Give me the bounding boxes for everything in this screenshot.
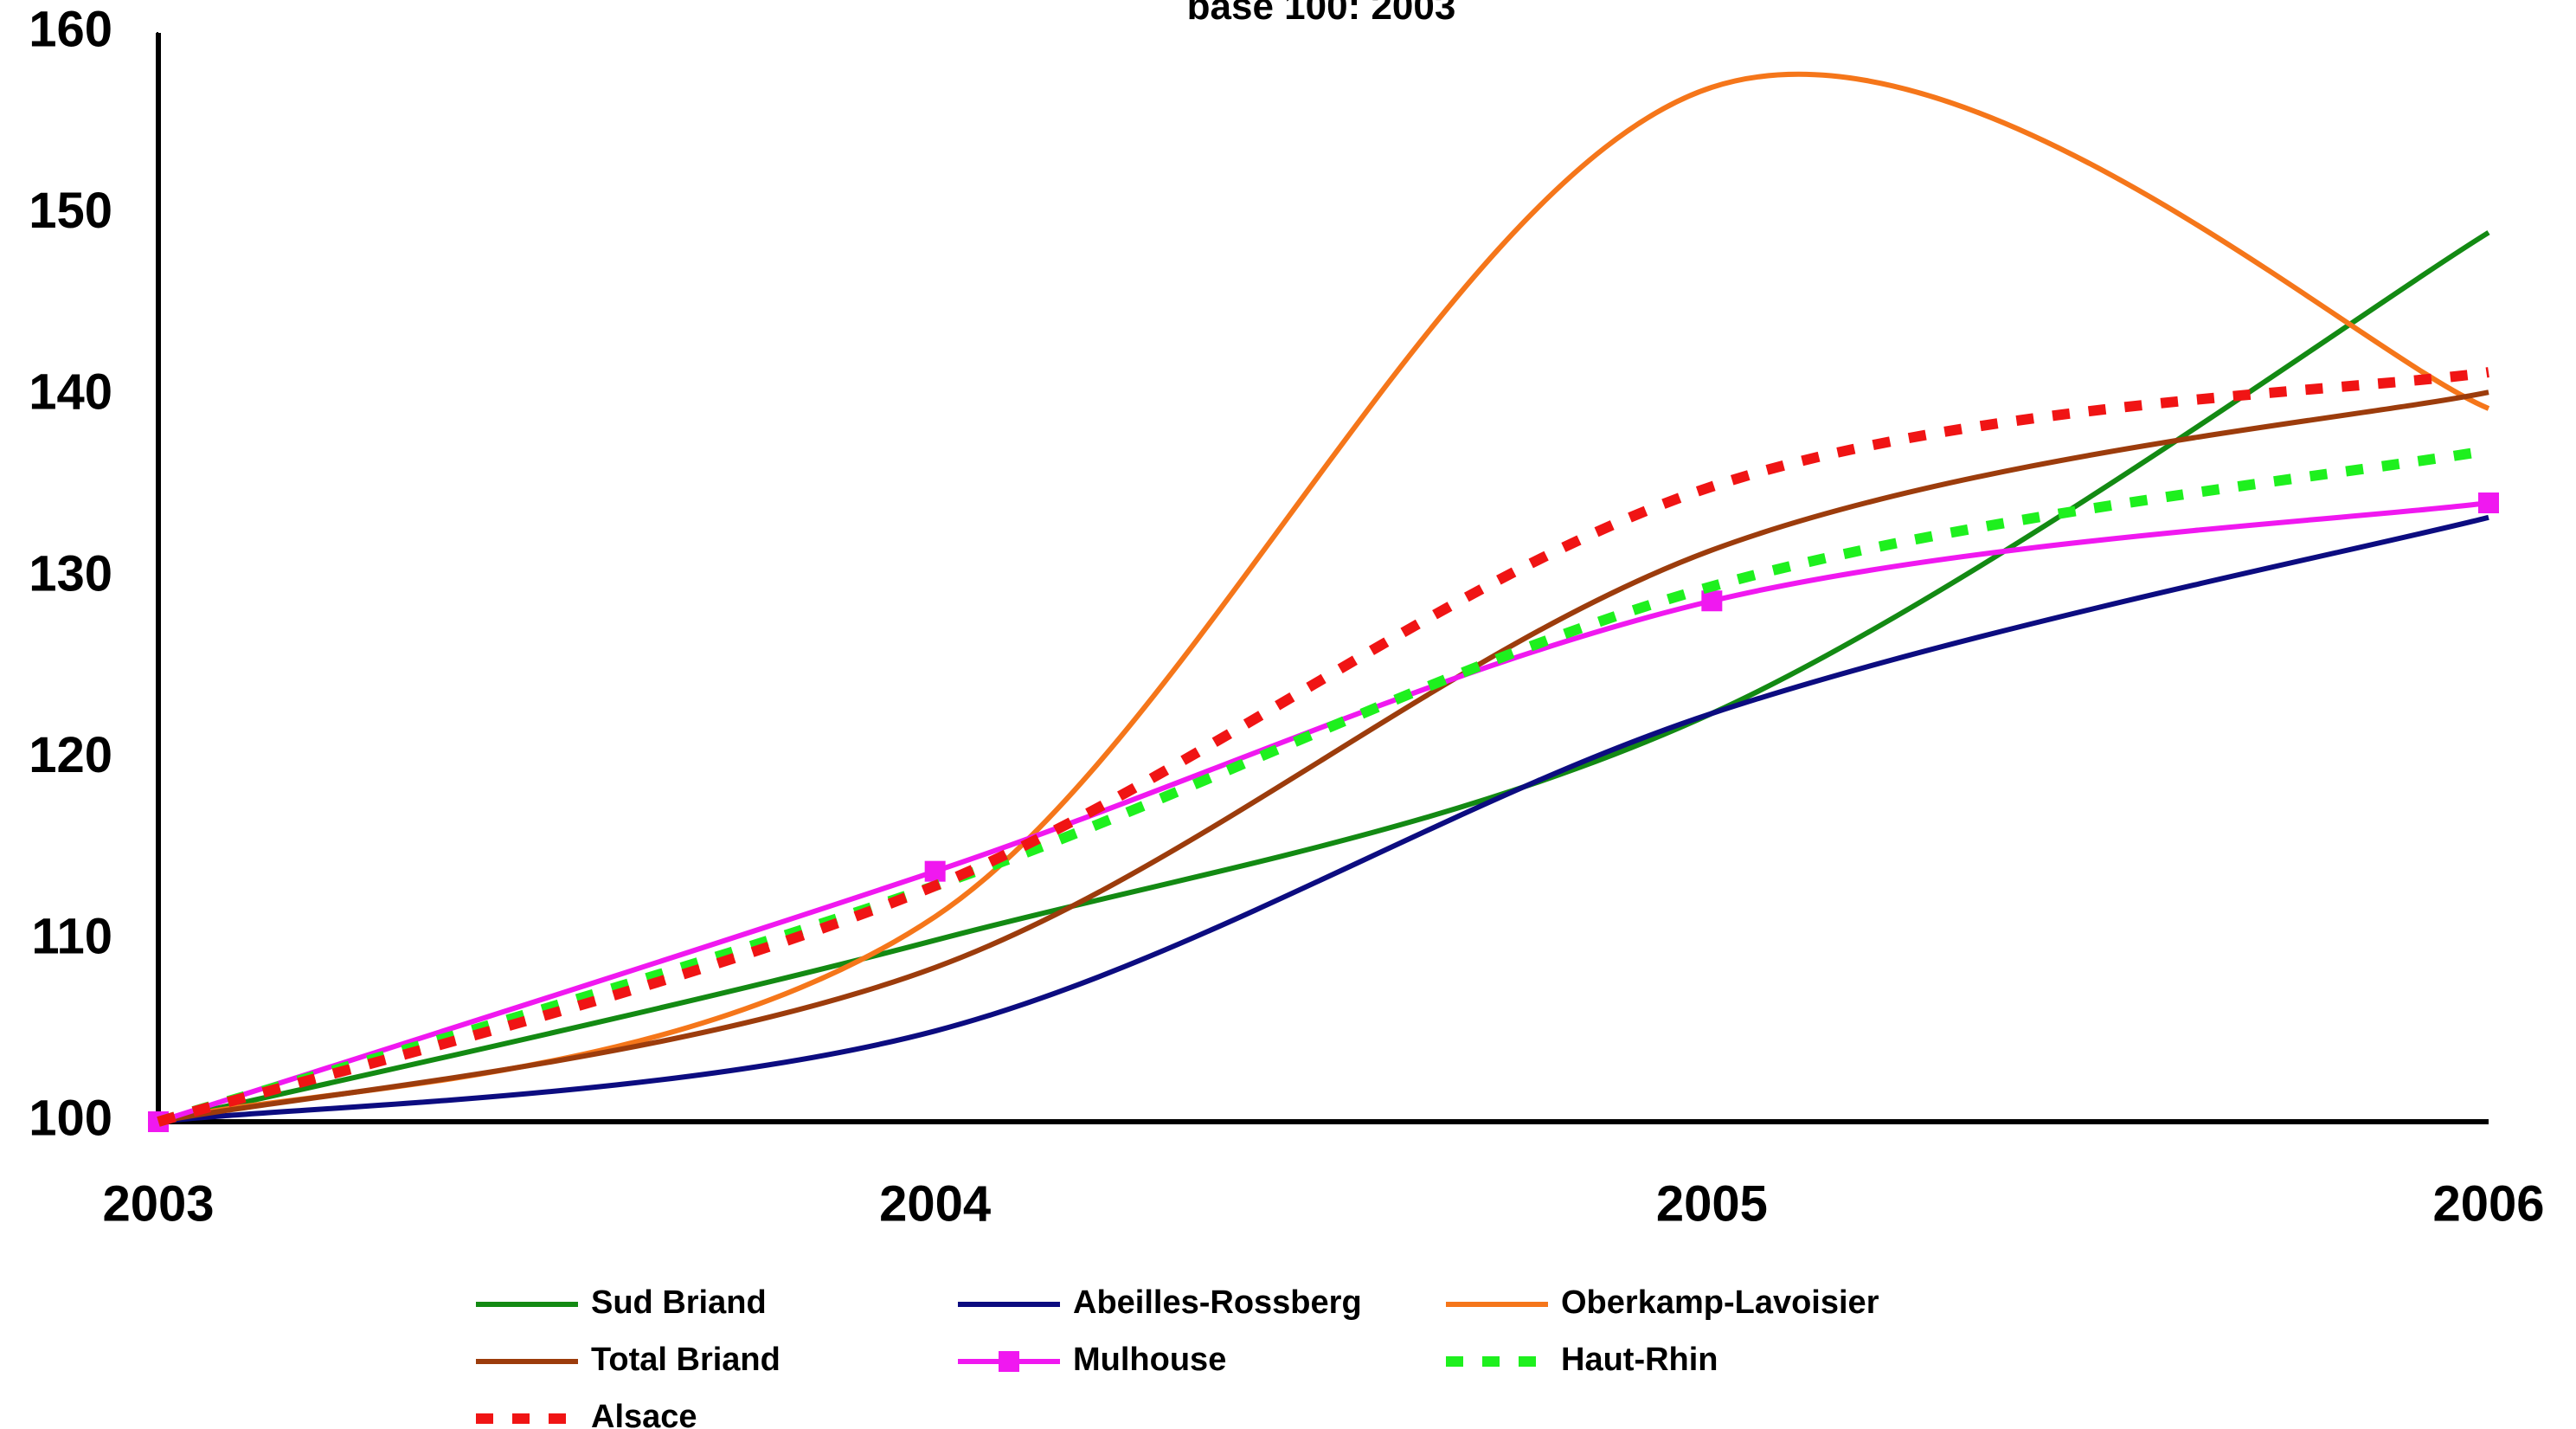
series-line [157,500,2489,1124]
legend-label: Mulhouse [1073,1342,1226,1378]
chart-title: base 100: 2003 [1187,0,1456,28]
series-line [157,389,2489,1124]
legend-label: Oberkamp-Lavoisier [1561,1284,1879,1321]
x-tick-label: 2005 [1656,1175,1768,1232]
y-tick-label: 120 [29,727,112,783]
y-tick-label: 100 [29,1090,112,1146]
series-line [157,445,2490,1127]
y-tick-label: 160 [29,1,112,57]
legend-label: Haut-Rhin [1561,1342,1718,1378]
legend-label: Total Briand [591,1342,781,1378]
x-tick-label: 2004 [879,1175,991,1232]
y-tick-label: 140 [29,364,112,421]
legend-marker [999,1351,1019,1372]
x-tick-label: 2006 [2432,1175,2544,1232]
y-tick-label: 110 [31,909,112,965]
y-tick-label: 130 [29,545,112,602]
series-marker [924,860,946,882]
legend-label: Abeilles-Rossberg [1073,1284,1362,1321]
series-marker [2478,492,2499,514]
series-line [157,230,2490,1124]
y-tick-label: 150 [29,183,112,239]
legend-label: Sud Briand [591,1284,767,1321]
series-line [157,514,2489,1124]
series-marker [1701,590,1723,612]
series-line [157,367,2489,1127]
legend-label: Alsace [591,1399,697,1429]
x-tick-label: 2003 [102,1175,214,1232]
